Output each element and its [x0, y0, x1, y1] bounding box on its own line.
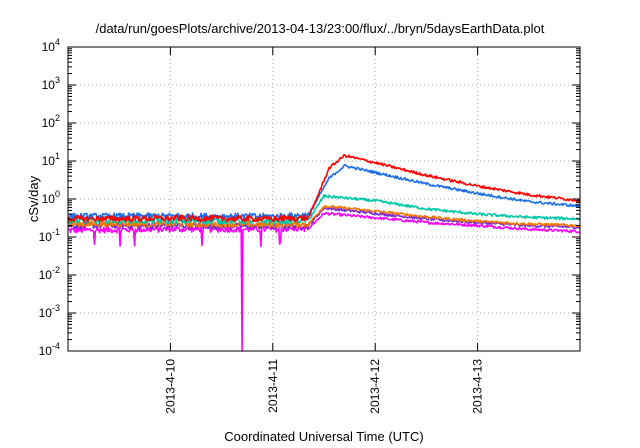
x-tick-label: 2013-4-13	[471, 359, 485, 414]
series-line	[67, 153, 581, 223]
y-tick-label: 10-1	[39, 227, 60, 244]
series-layer	[67, 153, 581, 352]
y-tick-label: 101	[42, 151, 60, 168]
y-axis-title: cSv/day	[26, 175, 41, 222]
y-tick-label: 102	[42, 113, 60, 130]
y-axis: 104 103 102 101 100 10-1 10-2 10-3 10-4	[39, 37, 580, 358]
series-line	[67, 194, 581, 225]
y-tick-label: 10-3	[39, 303, 60, 320]
y-tick-label: 100	[42, 189, 60, 206]
x-tick-label: 2013-4-12	[368, 359, 382, 414]
x-tick-label: 2013-4-11	[266, 359, 280, 413]
grid	[68, 47, 580, 351]
chart-title: /data/run/goesPlots/archive/2013-04-13/2…	[96, 21, 545, 36]
y-tick-label: 10-4	[39, 341, 60, 358]
series-line	[67, 211, 581, 352]
y-tick-label: 104	[42, 37, 60, 54]
series-line	[67, 163, 581, 220]
x-axis: 2013-4-10 2013-4-11 2013-4-12 2013-4-13	[163, 47, 485, 414]
y-tick-label: 10-2	[39, 265, 60, 282]
x-tick-label: 2013-4-10	[163, 359, 177, 414]
y-tick-label: 103	[42, 75, 60, 92]
x-axis-title: Coordinated Universal Time (UTC)	[224, 429, 423, 444]
